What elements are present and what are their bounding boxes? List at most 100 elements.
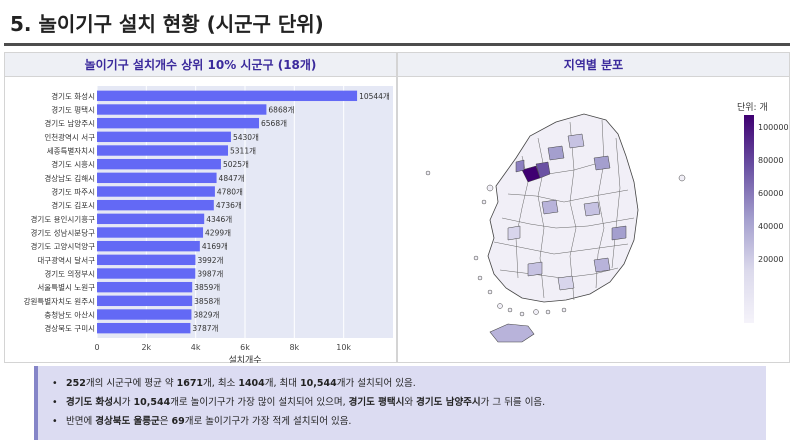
category-label: 경기도 파주시 (51, 187, 95, 197)
value-label: 3987개 (197, 269, 223, 279)
title-divider (4, 43, 790, 46)
summary-item: 경기도 화성시가 10,544개로 놀이기구가 가장 많이 설치되어 있으며, … (50, 393, 756, 412)
summary-text: 가 (121, 397, 134, 408)
value-label: 3858개 (194, 296, 220, 306)
summary-text: 개, 최소 (203, 378, 239, 389)
value-label: 4736개 (216, 200, 242, 210)
bar[interactable] (97, 322, 191, 334)
colorbar-tick: 40000 (758, 222, 784, 231)
colorbar (744, 115, 754, 323)
summary-box: 252개의 시군구에 평균 약 1671개, 최소 1404개, 최대 10,5… (34, 366, 766, 440)
summary-highlight: 10,544 (300, 378, 337, 389)
bars (97, 90, 358, 334)
x-tick-label: 2k (141, 343, 151, 352)
colorbar-tick: 60000 (758, 189, 784, 198)
category-label: 대구광역시 달서구 (37, 255, 95, 265)
value-label: 3787개 (192, 323, 218, 333)
summary-highlight: 10,544 (133, 397, 171, 408)
category-label: 서울특별시 노원구 (37, 282, 95, 292)
value-label: 3992개 (197, 255, 223, 265)
region-map-panel: 지역별 분포 (397, 52, 790, 363)
value-label: 4780개 (217, 187, 243, 197)
map-title: 지역별 분포 (398, 53, 789, 77)
x-tick-label: 4k (191, 343, 201, 352)
korea-choropleth-map[interactable] (398, 78, 728, 363)
page-title: 5. 놀이기구 설치 현황 (시군구 단위) (10, 12, 324, 36)
bar[interactable] (97, 172, 217, 184)
category-label: 인천광역시 서구 (44, 132, 95, 142)
category-label: 세종특별자치시 (47, 146, 95, 156)
x-tick-label: 10k (336, 343, 351, 352)
bar-chart-title: 놀이기구 설치개수 상위 10% 시군구 (18개) (5, 53, 396, 77)
summary-list: 252개의 시군구에 평균 약 1671개, 최소 1404개, 최대 10,5… (50, 374, 756, 431)
summary-highlight: 252 (66, 378, 86, 389)
category-label: 경기도 성남시분당구 (31, 228, 96, 238)
value-label: 6868개 (268, 105, 294, 115)
value-label: 4169개 (202, 241, 228, 251)
x-tick-label: 6k (240, 343, 250, 352)
colorbar-tick: 80000 (758, 156, 784, 165)
bar[interactable] (97, 240, 200, 252)
bar[interactable] (97, 104, 267, 115)
summary-item: 252개의 시군구에 평균 약 1671개, 최소 1404개, 최대 10,5… (50, 374, 756, 393)
value-label: 3829개 (193, 310, 219, 320)
bar[interactable] (97, 254, 196, 266)
bar[interactable] (97, 131, 231, 143)
summary-text: 은 (159, 416, 172, 427)
shaded-districts (507, 133, 627, 291)
summary-text: 반면에 (66, 416, 96, 427)
summary-highlight: 69 (171, 416, 185, 427)
value-label: 6568개 (261, 118, 287, 128)
bar[interactable] (97, 213, 205, 225)
bar[interactable] (97, 268, 196, 279)
value-label: 3859개 (194, 282, 220, 292)
category-label: 경상북도 구미시 (44, 323, 95, 333)
colorbar-tick: 100000 (758, 123, 789, 132)
value-label: 4299개 (205, 228, 231, 238)
category-label: 충청남도 아산시 (44, 310, 95, 320)
bar[interactable] (97, 281, 193, 293)
bar[interactable] (97, 186, 215, 197)
category-label: 경기도 의정부시 (44, 269, 95, 279)
category-label: 경기도 김포시 (51, 200, 95, 210)
x-tick-label: 8k (289, 343, 299, 352)
bar[interactable] (97, 309, 192, 320)
summary-text: 와 (404, 397, 417, 408)
category-label: 경기도 화성시 (51, 91, 95, 101)
bar[interactable] (97, 295, 193, 307)
bar[interactable] (97, 199, 214, 211)
jeju-island (489, 323, 535, 343)
summary-text: 개로 놀이기구가 가장 많이 설치되어 있으며, (170, 397, 349, 408)
colorbar-tick: 20000 (758, 255, 784, 264)
value-label: 4346개 (206, 214, 232, 224)
summary-highlight: 경상북도 울릉군 (95, 416, 160, 427)
bar[interactable] (97, 117, 260, 129)
summary-text: 가 그 뒤를 이음. (480, 397, 546, 408)
category-label: 경기도 시흥시 (51, 159, 95, 169)
bar[interactable] (97, 90, 358, 102)
category-label: 경기도 남양주시 (44, 118, 95, 128)
category-label: 경기도 용인시기흥구 (31, 214, 96, 224)
summary-highlight: 1671 (176, 378, 204, 389)
bar[interactable] (97, 227, 204, 238)
summary-item: 반면에 경상북도 울릉군은 69개로 놀이기구가 가장 적게 설치되어 있음. (50, 412, 756, 431)
summary-highlight: 경기도 평택시 (348, 397, 405, 408)
bar[interactable] (97, 158, 221, 170)
category-label: 경기도 평택시 (51, 105, 95, 115)
category-label: 경기도 고양시덕양구 (31, 241, 96, 251)
x-tick-label: 0 (94, 343, 99, 352)
summary-text: 개가 설치되어 있음. (336, 378, 416, 389)
x-axis-label: 설치개수 (228, 354, 261, 363)
x-axis-ticks: 0 2k 4k 6k 8k 10k (94, 343, 351, 352)
summary-highlight: 경기도 화성시 (66, 397, 122, 408)
bar[interactable] (97, 145, 229, 156)
value-label: 4847개 (219, 173, 245, 183)
colorbar-title: 단위: 개 (737, 103, 768, 113)
value-label: 5430개 (233, 132, 259, 142)
summary-text: 개로 놀이기구가 가장 적게 설치되어 있음. (184, 416, 352, 427)
summary-text: 개, 최대 (264, 378, 301, 389)
value-label: 5311개 (230, 146, 256, 156)
